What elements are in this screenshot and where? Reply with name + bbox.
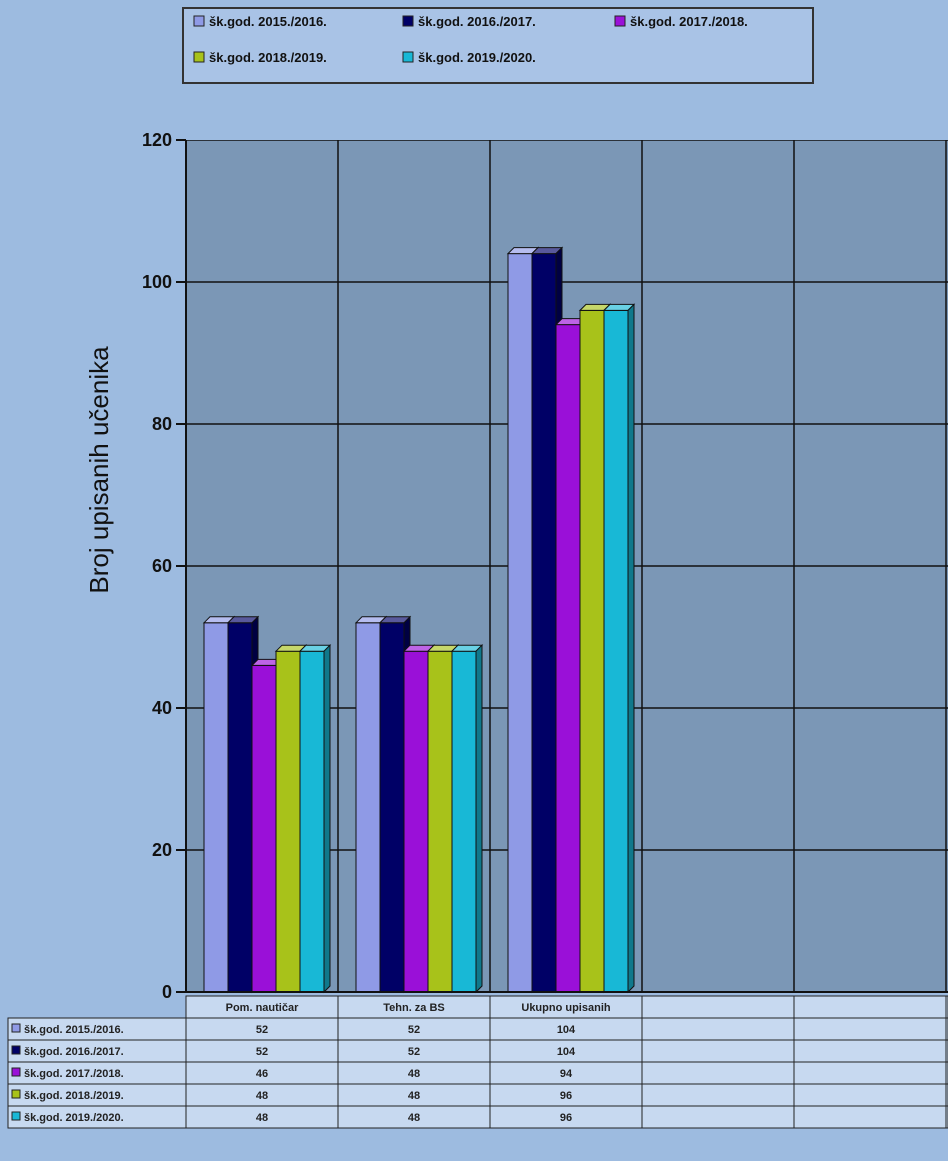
legend-item: šk.god. 2017./2018.: [614, 14, 748, 29]
y-tick-label: 0: [162, 982, 172, 1002]
legend-label: šk.god. 2016./2017.: [418, 14, 536, 29]
table-cell: 46: [256, 1068, 268, 1080]
table-cell: 96: [560, 1090, 572, 1102]
legend-label: šk.god. 2017./2018.: [630, 14, 748, 29]
table-cell: 52: [256, 1046, 268, 1058]
legend-label: šk.god. 2018./2019.: [209, 50, 327, 65]
table-cell: 104: [557, 1046, 576, 1058]
table-cell: 48: [256, 1112, 268, 1124]
legend-swatch: [402, 51, 414, 63]
table-header-cell: Pom. nautičar: [226, 1002, 299, 1014]
legend-swatch: [193, 15, 205, 27]
y-axis-ticks: 0 20 40 60 80 100 120: [142, 130, 186, 1002]
table-row-label: šk.god. 2018./2019.: [24, 1090, 124, 1102]
table-row-label: šk.god. 2019./2020.: [24, 1112, 124, 1124]
table-legend-swatch: [11, 1111, 21, 1121]
table-header-cell: Ukupno upisanih: [521, 1002, 611, 1014]
data-table: Pom. nautičar Tehn. za BS Ukupno upisanih š…: [7, 995, 948, 1129]
bar-group: [202, 246, 636, 994]
y-axis-label: Broj upisanih učenika: [84, 346, 114, 594]
bar: [450, 643, 484, 994]
legend-item: šk.god. 2019./2020.: [402, 50, 536, 65]
y-tick-label: 40: [152, 698, 172, 718]
table-cell: 48: [408, 1090, 420, 1102]
legend-item: šk.god. 2015./2016.: [193, 14, 327, 29]
table-cell: 48: [408, 1112, 420, 1124]
table-cell: 48: [256, 1090, 268, 1102]
legend-swatch: [614, 15, 626, 27]
y-tick-label: 100: [142, 272, 172, 292]
y-tick-label: 60: [152, 556, 172, 576]
legend-swatch: [193, 51, 205, 63]
legend-item: šk.god. 2018./2019.: [193, 50, 327, 65]
table-cell: 104: [557, 1024, 576, 1036]
plot-area: 0 20 40 60 80 100 120: [142, 130, 948, 1002]
legend-label: šk.god. 2019./2020.: [418, 50, 536, 65]
table-legend-swatch: [11, 1045, 21, 1055]
table-cell: 52: [256, 1024, 268, 1036]
y-tick-label: 120: [142, 130, 172, 150]
y-tick-label: 20: [152, 840, 172, 860]
table-cell: 52: [408, 1024, 420, 1036]
table-cell: 96: [560, 1112, 572, 1124]
bar: [298, 643, 332, 994]
bar: [602, 303, 636, 994]
table-row-label: šk.god. 2017./2018.: [24, 1068, 124, 1080]
table-row-label: šk.god. 2016./2017.: [24, 1046, 124, 1058]
table-legend-swatch: [11, 1023, 21, 1033]
table-legend-swatch: [11, 1089, 21, 1099]
chart-legend: šk.god. 2015./2016. šk.god. 2016./2017. šk…: [182, 7, 814, 84]
table-row-label: šk.god. 2015./2016.: [24, 1024, 124, 1036]
table-cell: 48: [408, 1068, 420, 1080]
y-tick-label: 80: [152, 414, 172, 434]
table-cell: 52: [408, 1046, 420, 1058]
table-header-cell: Tehn. za BS: [383, 1002, 445, 1014]
legend-item: šk.god. 2016./2017.: [402, 14, 536, 29]
table-cell: 94: [560, 1068, 573, 1080]
legend-label: šk.god. 2015./2016.: [209, 14, 327, 29]
legend-swatch: [402, 15, 414, 27]
table-legend-swatch: [11, 1067, 21, 1077]
